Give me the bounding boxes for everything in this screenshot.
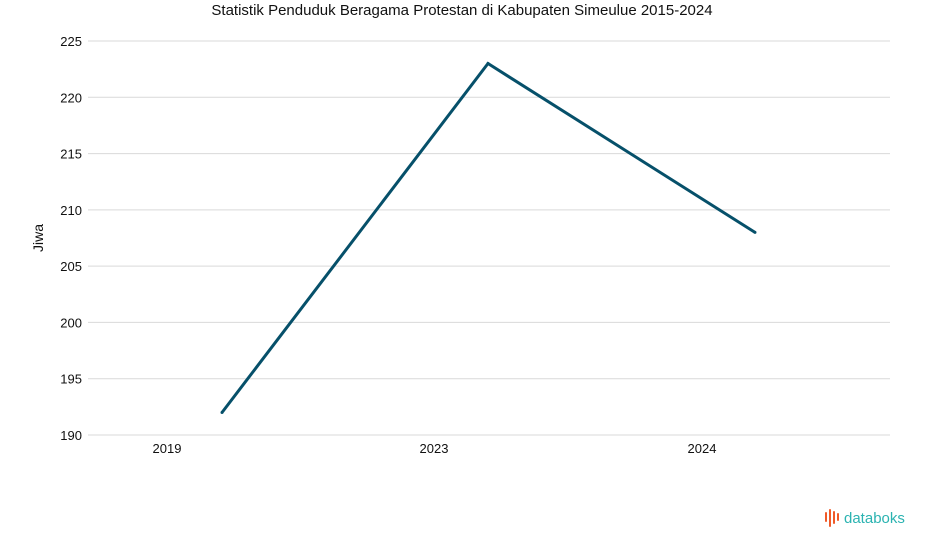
x-tick-label: 2023 bbox=[420, 441, 449, 456]
x-axis-tick-labels: 2019 2023 2024 bbox=[153, 441, 717, 456]
y-tick-label: 205 bbox=[60, 259, 82, 274]
y-tick-label: 210 bbox=[60, 203, 82, 218]
data-point bbox=[220, 410, 224, 414]
series-line bbox=[220, 61, 756, 414]
y-axis-tick-labels: 190 195 200 205 210 215 220 225 bbox=[60, 34, 82, 443]
chart-title: Statistik Penduduk Beragama Protestan di… bbox=[211, 2, 712, 19]
x-tick-label: 2024 bbox=[688, 441, 717, 456]
y-tick-label: 200 bbox=[60, 315, 82, 330]
data-point bbox=[753, 230, 757, 234]
databoks-logo-text: databoks bbox=[844, 510, 905, 527]
y-tick-label: 220 bbox=[60, 90, 82, 105]
data-point bbox=[486, 62, 490, 66]
y-tick-label: 190 bbox=[60, 428, 82, 443]
series-layer bbox=[220, 61, 757, 414]
databoks-logo: databoks bbox=[825, 509, 905, 527]
databoks-logo-icon bbox=[825, 509, 839, 527]
x-tick-label: 2019 bbox=[153, 441, 182, 456]
gridlines bbox=[88, 40, 890, 436]
y-tick-label: 195 bbox=[60, 372, 82, 387]
y-axis-title: Jiwa bbox=[30, 224, 46, 252]
y-tick-label: 215 bbox=[60, 147, 82, 162]
y-tick-label: 225 bbox=[60, 34, 82, 49]
